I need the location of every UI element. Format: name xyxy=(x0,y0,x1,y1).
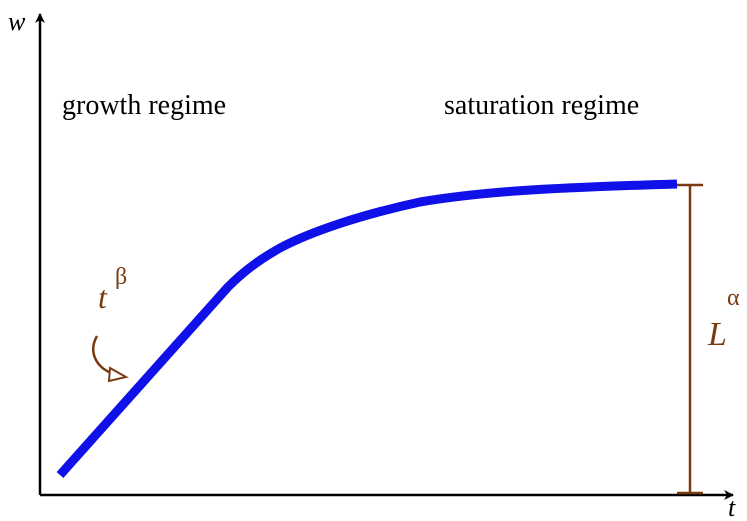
region-label: saturation regime xyxy=(444,90,639,121)
annotation-base: L xyxy=(707,316,727,353)
arrow-head xyxy=(107,366,129,383)
annotation-sup: β xyxy=(115,264,127,290)
growth-curve xyxy=(56,179,678,478)
x-axis-label: t xyxy=(728,493,736,521)
annotation-sup: α xyxy=(727,285,740,311)
region-label: growth regime xyxy=(62,90,226,121)
y-axis-label: w xyxy=(8,7,26,36)
saturation-bar xyxy=(677,183,703,495)
annotation-base: t xyxy=(98,279,108,315)
